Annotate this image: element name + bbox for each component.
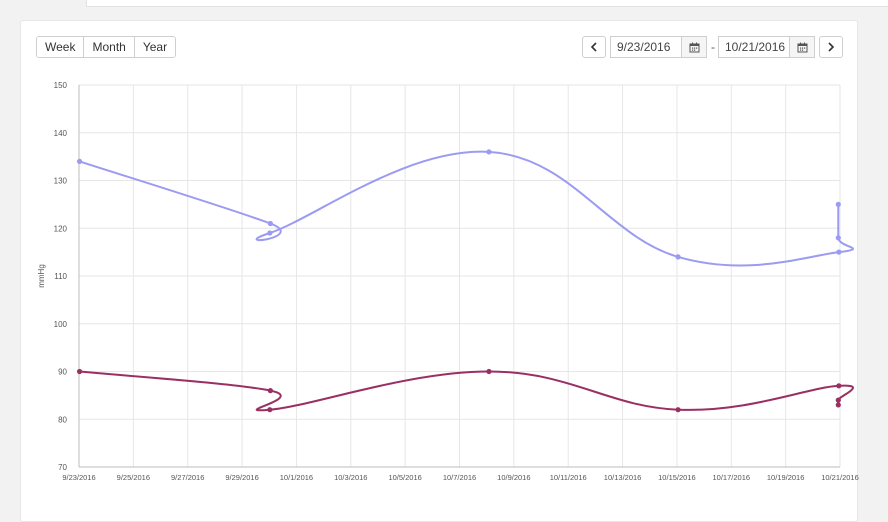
month-button[interactable]: Month: [83, 37, 134, 57]
x-tick-label: 10/15/2016: [658, 473, 696, 482]
x-tick-label: 10/17/2016: [713, 473, 751, 482]
series-1-point: [486, 149, 492, 155]
x-tick-label: 10/21/2016: [821, 473, 859, 482]
x-tick-label: 9/29/2016: [225, 473, 258, 482]
series-1-point: [836, 249, 842, 255]
series-2-point: [835, 402, 841, 408]
week-button[interactable]: Week: [37, 37, 84, 57]
y-tick-label: 120: [54, 224, 68, 233]
y-tick-label: 130: [54, 177, 68, 186]
x-tick-label: 9/27/2016: [171, 473, 204, 482]
x-tick-label: 10/13/2016: [604, 473, 642, 482]
series-1-point: [835, 201, 841, 207]
end-date-input[interactable]: 10/21/2016: [718, 36, 789, 58]
start-calendar-button[interactable]: [681, 36, 707, 58]
series-1-point: [835, 235, 841, 241]
series-1-point: [76, 158, 83, 164]
next-range-button[interactable]: [819, 36, 843, 58]
y-tick-label: 110: [54, 272, 67, 281]
series-2-point: [486, 368, 492, 375]
x-tick-label: 10/3/2016: [334, 473, 367, 482]
series-2-point: [267, 407, 273, 413]
y-tick-label: 80: [58, 415, 67, 424]
calendar-icon: [797, 42, 807, 52]
series-2-point: [836, 383, 842, 389]
x-tick-label: 10/9/2016: [497, 473, 530, 482]
series-1-point: [675, 254, 681, 260]
prev-range-button[interactable]: [582, 36, 606, 58]
top-panel-strip: [86, 0, 888, 7]
year-button[interactable]: Year: [133, 37, 176, 57]
series-1-point: [267, 220, 273, 227]
y-tick-label: 150: [54, 81, 68, 90]
y-tick-label: 140: [54, 129, 68, 138]
y-tick-label: 100: [54, 320, 68, 329]
x-tick-label: 9/25/2016: [117, 473, 150, 482]
series-2-point: [675, 407, 681, 413]
date-range-nav: 9/23/2016 - 10/21/2016: [582, 36, 843, 58]
line-chart: 70 80 90 100 110 120 130 140 150 9/23/2016 9/25/20…: [37, 81, 859, 482]
x-tick-label: 9/23/2016: [62, 473, 95, 482]
series-2-point: [267, 388, 273, 394]
chevron-right-icon: [828, 42, 835, 52]
x-tick-label: 10/5/2016: [388, 473, 421, 482]
x-tick-label: 10/7/2016: [443, 473, 476, 482]
start-date-input[interactable]: 9/23/2016: [610, 36, 681, 58]
series-2-point: [76, 368, 83, 375]
calendar-icon: [689, 42, 699, 52]
y-tick-label: 90: [58, 368, 67, 377]
series-2-point: [835, 397, 841, 403]
chevron-left-icon: [590, 42, 597, 52]
date-separator: -: [711, 40, 715, 54]
chart-card: Week Month Year 9/23/2016 - 10/21/2016: [20, 20, 858, 522]
y-axis-label: mmHg: [37, 264, 46, 288]
y-tick-label: 70: [58, 463, 67, 472]
x-tick-label: 10/19/2016: [767, 473, 805, 482]
series-2-line: [79, 370, 854, 412]
series-1-point: [267, 230, 273, 236]
range-button-group: Week Month Year: [36, 36, 177, 58]
x-tick-label: 10/1/2016: [280, 473, 313, 482]
end-calendar-button[interactable]: [789, 36, 815, 58]
x-tick-label: 10/11/2016: [550, 473, 587, 482]
series-1-line: [79, 150, 854, 267]
